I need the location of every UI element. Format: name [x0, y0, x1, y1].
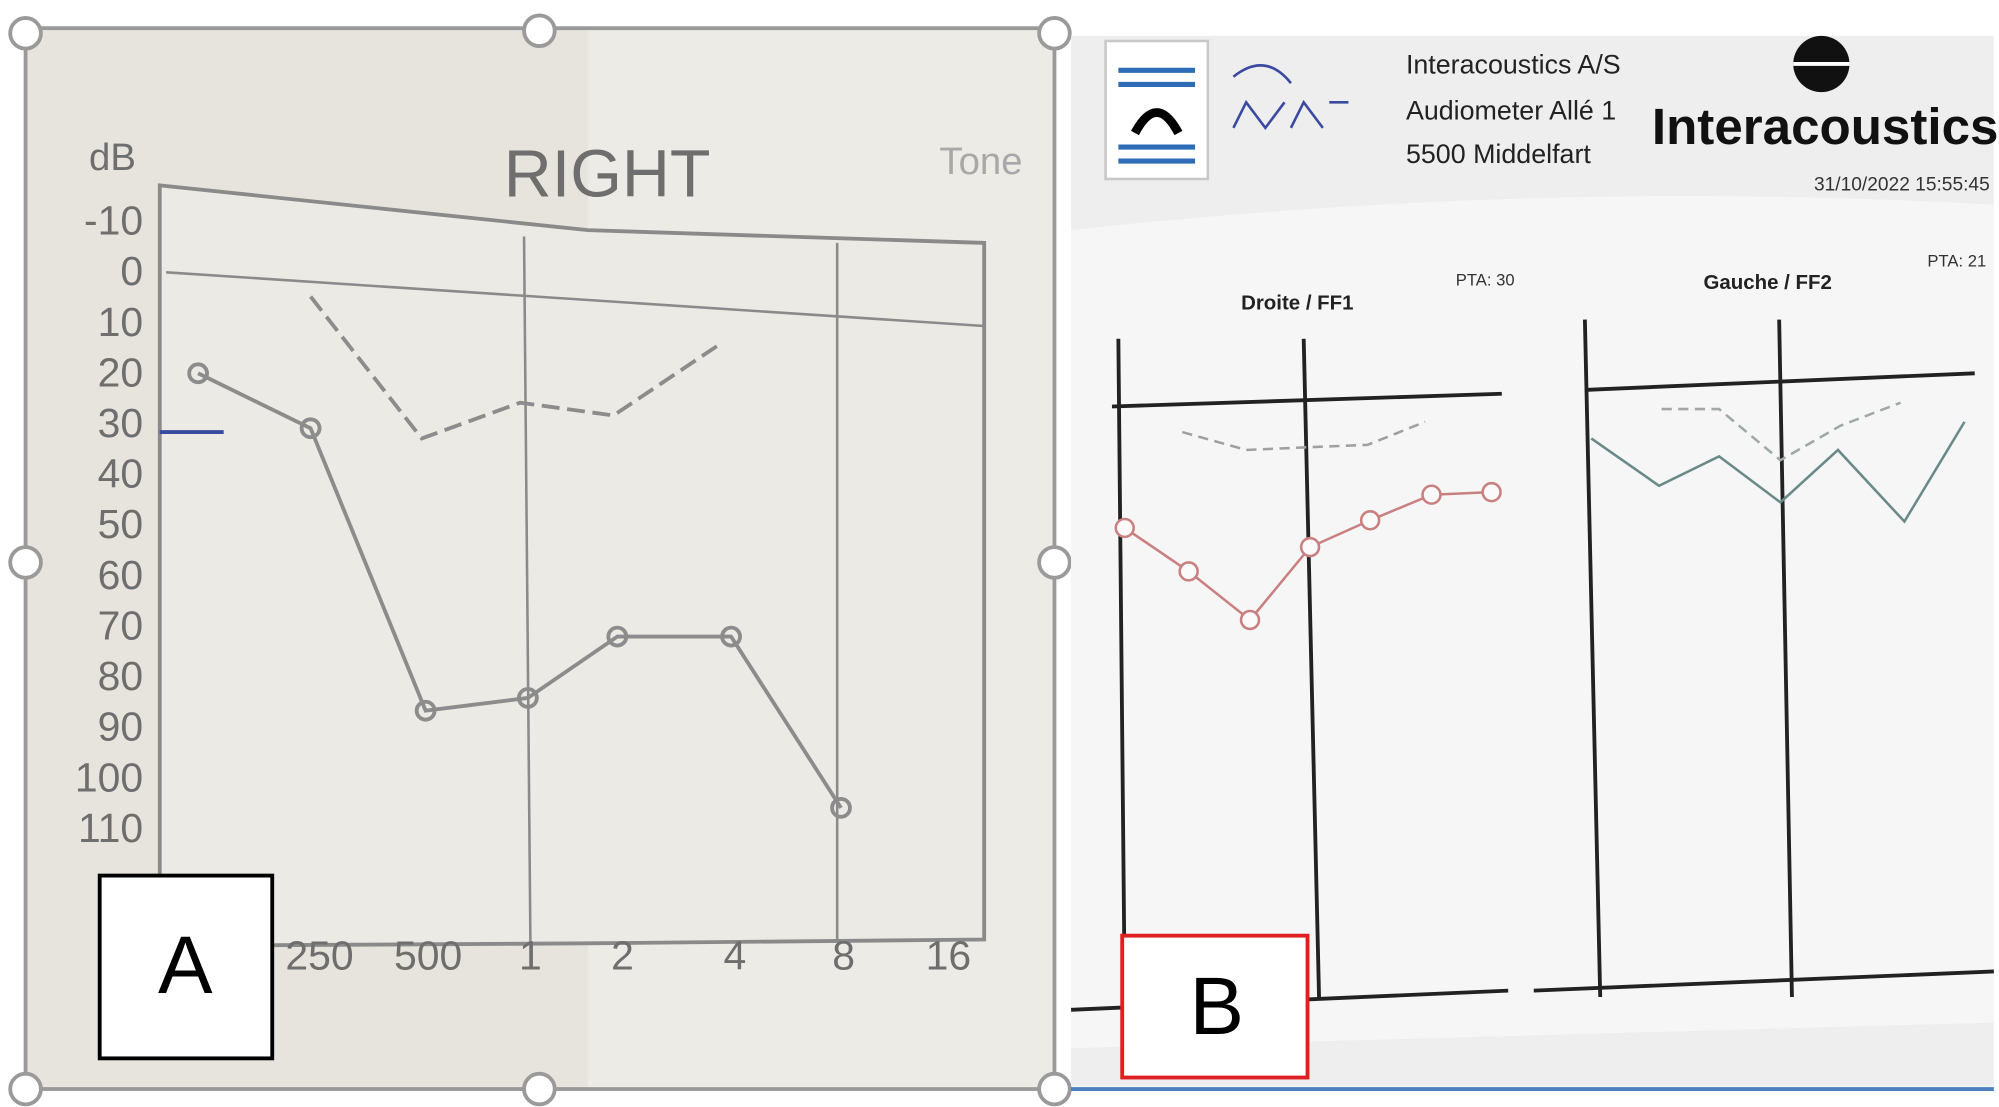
x-label: 4 [724, 932, 747, 978]
pta: PTA: 30 [1456, 271, 1515, 290]
y-label: 60 [98, 552, 143, 598]
resize-handles[interactable] [8, 13, 1072, 1107]
trace-left [1590, 421, 1966, 524]
x-label: 16 [926, 932, 971, 978]
y-label: 110 [78, 805, 143, 851]
chart-title: Droite / FF1 [1241, 292, 1353, 315]
unit-label: dB [89, 136, 136, 179]
y-label: 80 [98, 653, 143, 699]
audiogram-title: RIGHT [504, 138, 711, 212]
x-label: 500 [394, 932, 462, 978]
panel-label: A [158, 920, 213, 1011]
y-label: 50 [98, 501, 143, 547]
zero-line [166, 271, 985, 328]
trace-right-markers [1114, 481, 1502, 631]
y-label: 100 [75, 754, 143, 800]
chart-title: Gauche / FF2 [1703, 271, 1831, 294]
y-label: 70 [98, 602, 143, 648]
x-label: 2 [611, 932, 634, 978]
trace-left-bone [1661, 401, 1902, 462]
timestamp: 31/10/2022 15:55:45 [1814, 174, 1990, 195]
brand: Interacoustics [1652, 98, 1999, 155]
printout [1071, 196, 1994, 1049]
layout-icon-lines [1118, 67, 1196, 164]
divider [522, 236, 532, 944]
panel-label: B [1190, 961, 1245, 1052]
trace-bone [309, 295, 724, 441]
y-label: 90 [98, 704, 143, 750]
y-label: -10 [84, 198, 143, 244]
company-line: Audiometer Allé 1 [1406, 96, 1616, 126]
trace-air [197, 371, 843, 809]
pta: PTA: 21 [1927, 251, 1986, 270]
x-label: 8 [832, 932, 855, 978]
y-label: 0 [120, 248, 143, 294]
y-label: 10 [98, 299, 143, 345]
label-box [1120, 933, 1310, 1080]
heading-fragment: Tone [939, 140, 1022, 183]
y-label: 40 [98, 451, 143, 497]
y-label: 20 [98, 349, 143, 395]
label-box [97, 873, 275, 1061]
x-label: 250 [285, 932, 353, 978]
trace-right-bone [1181, 420, 1426, 452]
company-line: 5500 Middelfart [1406, 139, 1591, 169]
y-label: 30 [98, 400, 143, 446]
trace-markers [187, 362, 852, 819]
audiogram-axes [1070, 319, 1994, 1012]
x-labels: 250 500 1 2 4 8 16 [285, 932, 971, 978]
x-label: 1 [519, 932, 542, 978]
company-line: Interacoustics A/S [1406, 50, 1621, 80]
handwriting [1232, 64, 1349, 131]
layout-icon-arc [1131, 108, 1183, 136]
